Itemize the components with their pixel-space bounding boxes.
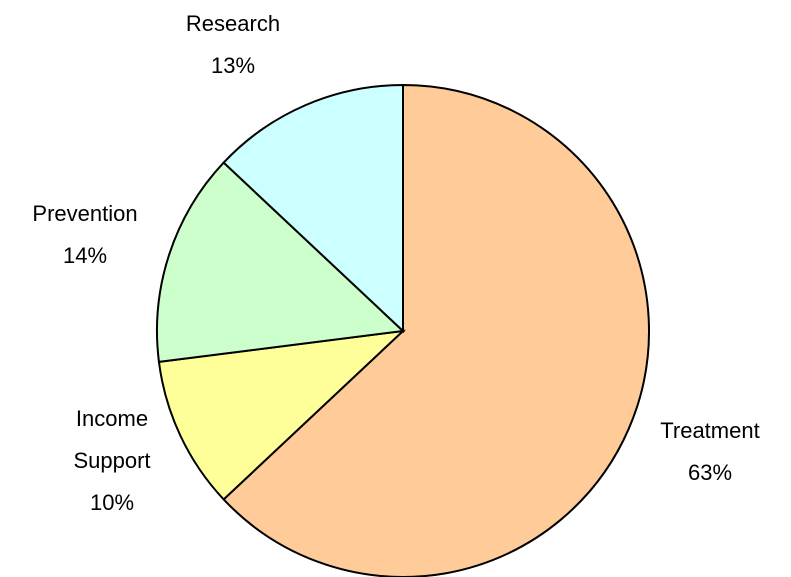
value-label: 14% — [62, 243, 108, 268]
category-label: Treatment — [660, 418, 760, 443]
value-label: 13% — [210, 53, 256, 78]
value-label: 63% — [687, 460, 733, 485]
category-label: Income Support — [73, 406, 151, 473]
pie-slice — [156, 161, 406, 363]
slice-label: Income Support 10% — [57, 398, 167, 524]
value-label: 10% — [89, 490, 135, 515]
pie-slice — [222, 83, 404, 334]
pie-slice — [157, 329, 406, 501]
slice-label: Prevention 14% — [0, 193, 175, 277]
slice-label: Research 13% — [143, 3, 323, 87]
category-label: Research — [185, 11, 281, 36]
slice-label: Treatment 63% — [620, 410, 791, 494]
pie-slice — [222, 83, 650, 577]
category-label: Prevention — [32, 201, 138, 226]
